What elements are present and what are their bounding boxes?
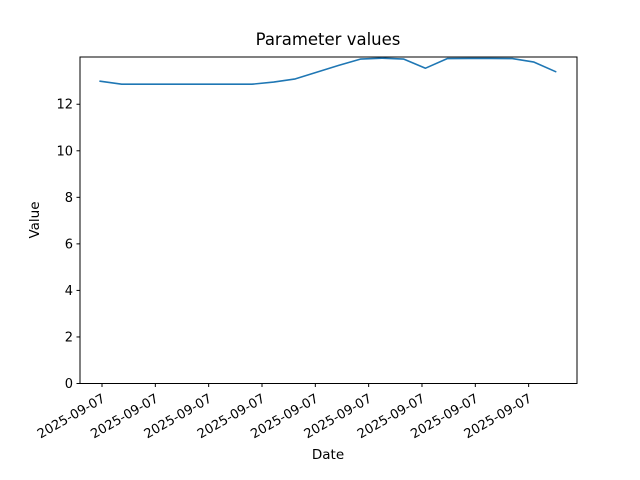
y-tick-label: 4 [65,284,73,299]
axes-frame [79,56,578,384]
y-tick-label: 2 [65,330,73,345]
y-tick-label: 10 [56,144,73,159]
line-series [99,57,557,85]
chart-title: Parameter values [255,30,401,49]
y-tick-label: 0 [65,377,73,392]
y-tick-label: 12 [56,98,73,113]
y-tick-label: 8 [65,191,73,206]
y-tick-label: 6 [65,237,73,252]
x-axis-label: Date [311,447,345,463]
y-axis-label: Value [27,201,43,239]
